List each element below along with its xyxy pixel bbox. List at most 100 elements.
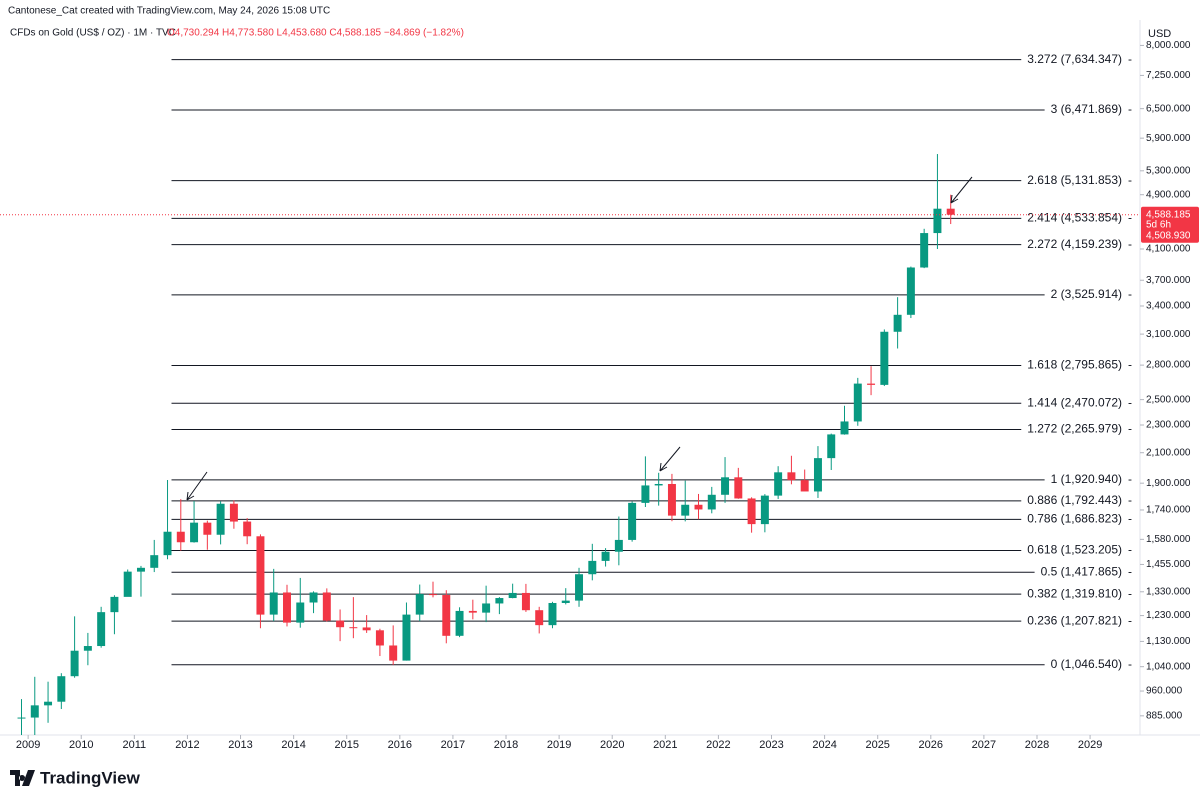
- y-tick-label: 2,500.000: [1146, 394, 1191, 405]
- countdown: 5d 6h: [1146, 219, 1171, 230]
- x-tick-label: 2018: [494, 739, 518, 751]
- fib-dash: -: [1128, 287, 1132, 301]
- fib-dash: -: [1128, 52, 1132, 66]
- candle-body: [853, 383, 862, 422]
- y-tick-label: 6,500.000: [1146, 103, 1191, 114]
- y-tick-label: 3,100.000: [1146, 329, 1191, 340]
- candle-body: [880, 331, 889, 385]
- candle-body: [614, 539, 623, 552]
- x-tick-label: 2013: [228, 739, 252, 751]
- candle-body: [309, 592, 318, 603]
- x-tick-label: 2024: [812, 739, 836, 751]
- candle-body: [110, 596, 119, 613]
- fib-dash: -: [1128, 211, 1132, 225]
- y-tick-label: 1,580.000: [1146, 534, 1191, 545]
- candle-body: [336, 620, 345, 628]
- symbol: CFDs on Gold (US$ / OZ) · 1M · TVC: [10, 28, 176, 39]
- fib-label: 2.272 (4,159.239): [1027, 237, 1122, 251]
- candle-body: [44, 701, 53, 706]
- plot: [17, 59, 1045, 735]
- candle-body: [787, 472, 796, 481]
- y-tick-label: 1,740.000: [1146, 505, 1191, 516]
- y-tick-label: 2,800.000: [1146, 360, 1191, 371]
- x-tick-label: 2029: [1078, 739, 1102, 751]
- fib-dash: -: [1128, 613, 1132, 627]
- fib-label: 1.618 (2,795.865): [1027, 358, 1122, 372]
- fib-dash: -: [1128, 512, 1132, 526]
- candle-body: [521, 592, 530, 611]
- y-tick-label: 960.000: [1146, 686, 1183, 697]
- candle-body: [57, 676, 66, 702]
- candle-body: [190, 522, 199, 543]
- x-tick-label: 2015: [334, 739, 358, 751]
- x-tick-label: 2025: [865, 739, 889, 751]
- x-tick-label: 2014: [281, 739, 305, 751]
- candle-body: [946, 208, 955, 215]
- candle-body: [601, 551, 610, 561]
- candle-body: [362, 627, 371, 631]
- fib-label: 1.272 (2,265.979): [1027, 422, 1122, 436]
- candle-body: [561, 600, 570, 603]
- fib-dash: -: [1128, 564, 1132, 578]
- fib-dash: -: [1128, 358, 1132, 372]
- x-tick-label: 2019: [547, 739, 571, 751]
- candle-body: [800, 480, 809, 492]
- candle-body: [70, 650, 79, 677]
- last-price-label: 4,588.185: [1146, 209, 1191, 220]
- fib-dash: -: [1128, 586, 1132, 600]
- candle-body: [867, 383, 876, 385]
- candle-body: [827, 434, 836, 459]
- candle-body: [256, 536, 265, 615]
- x-tick-label: 2023: [759, 739, 783, 751]
- x-tick-label: 2010: [69, 739, 93, 751]
- x-tick-label: 2022: [706, 739, 730, 751]
- candle-body: [760, 495, 769, 525]
- x-tick-label: 2017: [441, 739, 465, 751]
- y-tick-label: 4,100.000: [1146, 244, 1191, 255]
- candle-body: [893, 314, 902, 332]
- logo: TradingView: [40, 768, 141, 787]
- candle-body: [721, 477, 730, 495]
- x-tick-label: 2020: [600, 739, 624, 751]
- fib-dash: -: [1128, 657, 1132, 671]
- last-price-box: [1141, 206, 1199, 243]
- candle-body: [216, 503, 225, 535]
- candle-body: [906, 267, 915, 315]
- y-tick-label: 5,300.000: [1146, 165, 1191, 176]
- candle-body: [97, 612, 106, 647]
- ohlc: O4,730.294 H4,773.580 L4,453.680 C4,588.…: [167, 28, 464, 39]
- fib-label: 1 (1,920.940): [1051, 472, 1122, 486]
- fib-label: 3.272 (7,634.347): [1027, 52, 1122, 66]
- fib-label: 0.236 (1,207.821): [1027, 613, 1122, 627]
- fib-label: 2.414 (4,533.854): [1027, 211, 1122, 225]
- fib-label: 0.5 (1,417.865): [1041, 564, 1122, 578]
- fib-label: 0.382 (1,319.810): [1027, 586, 1122, 600]
- candle-body: [296, 602, 305, 623]
- candle-body: [694, 504, 703, 510]
- candle-body: [176, 531, 185, 543]
- candle-body: [375, 630, 384, 646]
- fib-label: 0.886 (1,792.443): [1027, 493, 1122, 507]
- candle-body: [495, 598, 504, 604]
- candle-body: [468, 610, 477, 613]
- currency: USD: [1148, 28, 1171, 40]
- x-tick-label: 2021: [653, 739, 677, 751]
- candle-body: [203, 522, 212, 535]
- candle-body: [322, 592, 331, 621]
- candle-body: [429, 594, 437, 596]
- candle-body: [349, 627, 358, 629]
- fib-dash: -: [1128, 472, 1132, 486]
- prev-close-label: 4,508.930: [1146, 230, 1191, 241]
- candle-body: [920, 233, 929, 268]
- candle-body: [442, 595, 451, 636]
- candle-body: [482, 603, 491, 613]
- x-tick-label: 2028: [1025, 739, 1049, 751]
- y-tick-label: 3,400.000: [1146, 301, 1191, 312]
- candle-body: [840, 421, 849, 435]
- candle-body: [243, 521, 252, 537]
- fib-dash: -: [1128, 102, 1132, 116]
- x-tick-label: 2016: [388, 739, 412, 751]
- y-tick-label: 1,130.000: [1146, 636, 1191, 647]
- candle-body: [136, 567, 145, 572]
- fib-dash: -: [1128, 422, 1132, 436]
